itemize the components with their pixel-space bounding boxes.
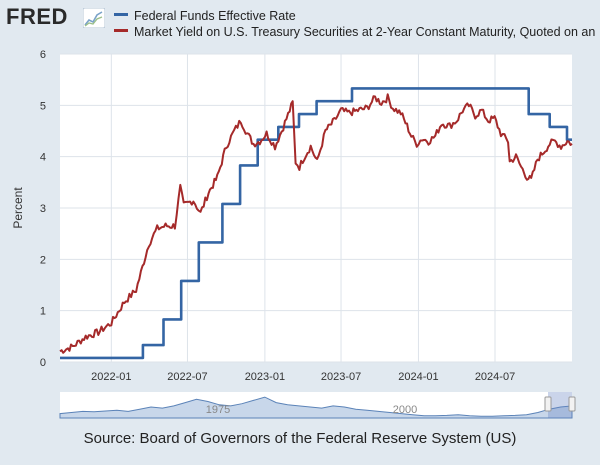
navigator-selection[interactable] [548,392,572,418]
navigator-series [59,396,573,419]
x-tick-label: 2022-01 [91,371,131,383]
fred-graph-icon [83,8,105,28]
legend-label-treasury: Market Yield on U.S. Treasury Securities… [134,25,600,39]
x-tick-label: 2024-07 [475,371,515,383]
x-tick-label: 2023-07 [321,371,361,383]
y-tick-label: 5 [40,100,46,112]
legend-swatch-fedfunds [114,13,128,17]
legend-label-fedfunds: Federal Funds Effective Rate [134,9,296,23]
series-line-1 [59,93,573,354]
legend-item-treasury[interactable]: Market Yield on U.S. Treasury Securities… [114,25,600,41]
source-note: Source: Board of Governors of the Federa… [83,430,517,447]
y-axis-label: Percent [11,187,25,229]
chart: 0 1 2 3 4 5 6 2022-01 2022-07 2023-01 2023-07 2024-… [11,49,576,419]
y-tick-label: 2 [40,254,46,266]
y-tick-label: 6 [40,49,46,61]
x-tick-label: 2022-07 [167,371,207,383]
x-tick-label: 2024-01 [398,371,438,383]
navigator-handle-left[interactable] [544,396,552,412]
y-tick-label: 1 [40,306,46,318]
fred-logo[interactable]: FRED [6,4,68,29]
navigator-label: 2000 [393,404,417,416]
x-tick-label: 2023-01 [245,371,285,383]
y-tick-label: 4 [40,152,46,164]
legend-swatch-treasury [114,29,128,33]
y-tick-label: 0 [40,357,46,369]
y-tick-label: 3 [40,203,46,215]
navigator-handle-right[interactable] [568,396,576,412]
navigator-label: 1975 [206,404,230,416]
legend-item-fedfunds[interactable]: Federal Funds Effective Rate [114,9,600,25]
